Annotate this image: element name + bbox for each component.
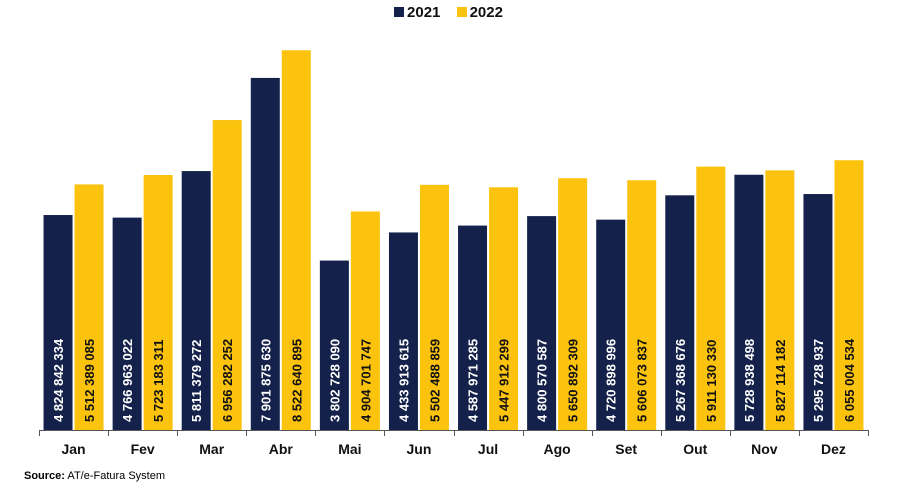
x-tick-label-Jun: Jun: [407, 441, 432, 457]
bar-2022-Mai[interactable]: [350, 211, 380, 430]
data-label-2021-Ago: 4 800 570 587: [535, 339, 550, 422]
x-tick-label-Abr: Abr: [269, 441, 294, 457]
bar-2021-Dez[interactable]: [803, 194, 833, 430]
data-label-2022-Abr: 8 522 640 895: [289, 339, 304, 422]
data-label-2022-Jun: 5 502 488 859: [427, 339, 442, 422]
bar-2022-Jan[interactable]: [74, 184, 104, 430]
bar-2022-Mar[interactable]: [212, 120, 242, 430]
data-label-2022-Mai: 4 904 701 747: [358, 339, 373, 422]
x-tick-label-Jul: Jul: [478, 441, 498, 457]
data-label-2022-Out: 5 911 130 330: [704, 340, 719, 422]
bar-2021-Fev[interactable]: [112, 217, 142, 430]
bar-2022-Jun[interactable]: [419, 184, 449, 430]
x-tick-label-Dez: Dez: [821, 441, 846, 457]
data-label-2021-Abr: 7 901 875 630: [258, 339, 273, 422]
x-tick-label-Fev: Fev: [131, 441, 155, 457]
data-label-2022-Set: 5 606 073 837: [635, 339, 650, 422]
x-tick-label-Out: Out: [683, 441, 707, 457]
x-tick-label-Mai: Mai: [338, 441, 361, 457]
data-label-2022-Nov: 5 827 114 182: [773, 340, 788, 422]
legend-label-2022: 2022: [469, 4, 503, 21]
bar-2022-Abr[interactable]: [281, 50, 311, 430]
source-label: Source:: [24, 470, 65, 482]
bar-2022-Nov[interactable]: [765, 170, 795, 430]
bar-2022-Ago[interactable]: [558, 178, 588, 430]
data-label-2021-Mai: 3 802 728 090: [327, 339, 342, 422]
bar-2022-Fev[interactable]: [143, 175, 173, 430]
bar-2021-Set[interactable]: [596, 219, 626, 430]
data-label-2021-Set: 4 720 898 996: [604, 339, 619, 422]
x-tick-label-Jan: Jan: [61, 441, 85, 457]
data-label-2021-Jul: 4 587 971 285: [466, 339, 481, 422]
bar-2021-Out[interactable]: [665, 195, 695, 430]
data-label-2022-Jan: 5 512 389 085: [82, 339, 97, 422]
source-text: AT/e-Fatura System: [67, 470, 166, 482]
data-label-2021-Mar: 5 811 379 272: [189, 340, 204, 422]
bar-2021-Abr[interactable]: [250, 77, 280, 430]
bar-2022-Out[interactable]: [696, 166, 726, 431]
data-label-2022-Dez: 6 055 004 534: [842, 338, 857, 422]
bar-2021-Ago[interactable]: [527, 216, 557, 430]
legend-item-2022[interactable]: 2022: [456, 4, 503, 21]
bar-2021-Jul[interactable]: [458, 225, 488, 430]
bar-2022-Jul[interactable]: [489, 187, 519, 430]
data-label-2021-Out: 5 267 368 676: [673, 339, 688, 422]
data-label-2021-Nov: 5 728 938 498: [742, 339, 757, 422]
legend-item-2021[interactable]: 2021: [394, 4, 440, 21]
bar-2022-Set[interactable]: [627, 180, 657, 430]
legend-label-2021: 2021: [407, 4, 441, 21]
data-label-2021-Jan: 4 824 842 334: [51, 338, 66, 422]
source-note: Source: AT/e-Fatura System: [24, 470, 165, 482]
data-label-2022-Mar: 6 956 282 252: [220, 339, 235, 422]
bar-2021-Jun[interactable]: [388, 232, 418, 430]
bar-2021-Mai[interactable]: [319, 260, 349, 430]
x-tick-label-Ago: Ago: [544, 441, 571, 457]
data-label-2021-Jun: 4 433 913 615: [396, 339, 411, 422]
bar-2022-Dez[interactable]: [834, 160, 864, 430]
data-label-2021-Fev: 4 766 963 022: [120, 339, 135, 422]
data-label-2021-Dez: 5 295 728 937: [811, 339, 826, 422]
legend-swatch-2022: [456, 7, 467, 17]
x-tick-label-Nov: Nov: [751, 441, 778, 457]
legend: 2021 2022: [0, 4, 897, 21]
bar-2021-Nov[interactable]: [734, 174, 764, 430]
data-label-2022-Jul: 5 447 912 299: [497, 339, 512, 422]
bar-2021-Mar[interactable]: [181, 171, 211, 430]
bar-2021-Jan[interactable]: [43, 215, 73, 430]
x-tick-label-Mar: Mar: [199, 441, 224, 457]
x-tick-label-Set: Set: [615, 441, 637, 457]
data-label-2022-Ago: 5 650 892 309: [566, 339, 581, 422]
legend-swatch-2021: [394, 7, 405, 17]
data-label-2022-Fev: 5 723 183 311: [151, 340, 166, 422]
